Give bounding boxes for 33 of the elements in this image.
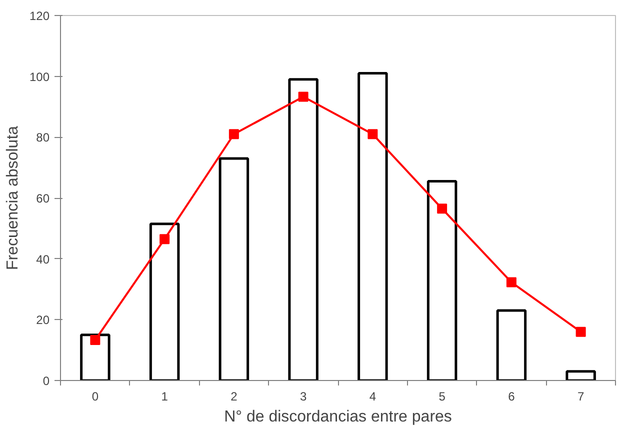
bar bbox=[149, 222, 180, 380]
x-axis-title: N° de discordancias entre pares bbox=[224, 408, 452, 426]
bar bbox=[426, 180, 458, 380]
y-tick-label: 60 bbox=[36, 192, 50, 206]
point bbox=[228, 129, 239, 140]
point bbox=[90, 335, 100, 346]
y-tick-label: 40 bbox=[36, 252, 50, 266]
x-tick-label: 6 bbox=[508, 390, 516, 404]
bar bbox=[218, 157, 250, 380]
y-axis-title: Frecuencia absoluta bbox=[4, 126, 22, 270]
bar bbox=[80, 334, 110, 380]
point bbox=[160, 234, 170, 244]
bar bbox=[288, 78, 318, 380]
y-tick-label: 120 bbox=[29, 9, 50, 23]
x-tick-label: 0 bbox=[92, 390, 99, 404]
point bbox=[506, 277, 516, 288]
x-tick-label: 3 bbox=[300, 390, 307, 404]
y-tick-label: 80 bbox=[36, 130, 50, 145]
bar bbox=[566, 370, 596, 380]
x-tick-label: 4 bbox=[369, 390, 376, 404]
x-tick-label: 5 bbox=[438, 390, 446, 404]
bar bbox=[496, 309, 527, 380]
y-tick-label: 0 bbox=[42, 374, 50, 388]
point bbox=[437, 204, 448, 214]
point bbox=[576, 326, 586, 337]
y-tick-label: 100 bbox=[29, 70, 50, 84]
x-tick-label: 7 bbox=[577, 390, 584, 404]
point bbox=[368, 129, 378, 140]
point bbox=[298, 92, 308, 102]
x-tick-label: 1 bbox=[161, 390, 168, 404]
x-tick-label: 2 bbox=[230, 390, 238, 404]
y-tick-label: 20 bbox=[36, 313, 50, 328]
bar bbox=[358, 72, 388, 380]
